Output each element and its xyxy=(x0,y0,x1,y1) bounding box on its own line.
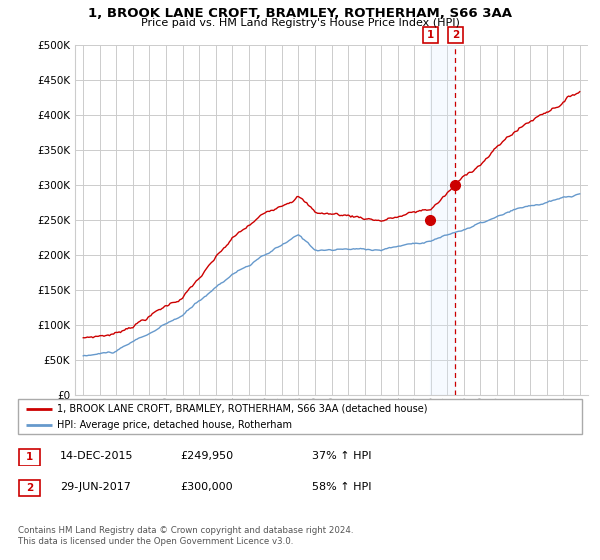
Text: £300,000: £300,000 xyxy=(180,482,233,492)
Bar xyxy=(430,45,455,395)
Text: Price paid vs. HM Land Registry's House Price Index (HPI): Price paid vs. HM Land Registry's House … xyxy=(140,18,460,29)
Text: £249,950: £249,950 xyxy=(180,451,233,461)
Text: 2: 2 xyxy=(452,30,459,40)
FancyBboxPatch shape xyxy=(19,449,40,465)
Text: HPI: Average price, detached house, Rotherham: HPI: Average price, detached house, Roth… xyxy=(58,421,292,430)
FancyBboxPatch shape xyxy=(18,399,582,434)
Text: 2: 2 xyxy=(26,483,33,493)
Text: 1: 1 xyxy=(26,452,33,462)
Text: 58% ↑ HPI: 58% ↑ HPI xyxy=(312,482,371,492)
Text: 1, BROOK LANE CROFT, BRAMLEY, ROTHERHAM, S66 3AA (detached house): 1, BROOK LANE CROFT, BRAMLEY, ROTHERHAM,… xyxy=(58,404,428,414)
Text: 1: 1 xyxy=(427,30,434,40)
Text: 14-DEC-2015: 14-DEC-2015 xyxy=(60,451,133,461)
Text: 37% ↑ HPI: 37% ↑ HPI xyxy=(312,451,371,461)
FancyBboxPatch shape xyxy=(448,27,463,43)
Text: 29-JUN-2017: 29-JUN-2017 xyxy=(60,482,131,492)
FancyBboxPatch shape xyxy=(422,27,437,43)
Text: 1, BROOK LANE CROFT, BRAMLEY, ROTHERHAM, S66 3AA: 1, BROOK LANE CROFT, BRAMLEY, ROTHERHAM,… xyxy=(88,7,512,20)
FancyBboxPatch shape xyxy=(19,480,40,496)
Text: Contains HM Land Registry data © Crown copyright and database right 2024.
This d: Contains HM Land Registry data © Crown c… xyxy=(18,526,353,546)
